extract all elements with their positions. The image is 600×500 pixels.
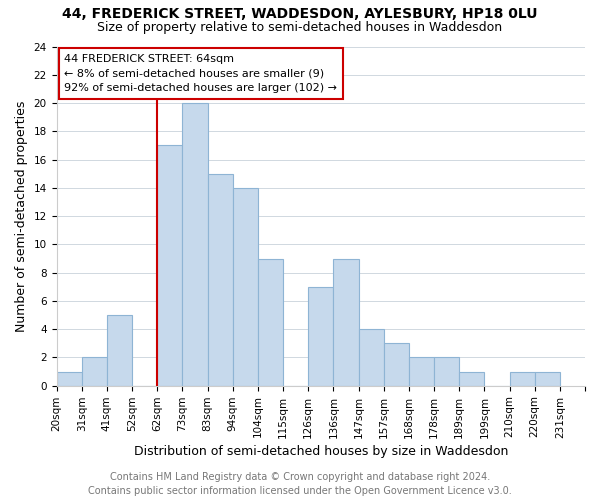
Bar [258,258,283,386]
Y-axis label: Number of semi-detached properties: Number of semi-detached properties [15,100,28,332]
Bar [308,287,334,386]
Bar [182,103,208,386]
X-axis label: Distribution of semi-detached houses by size in Waddesdon: Distribution of semi-detached houses by … [134,444,508,458]
Text: Size of property relative to semi-detached houses in Waddesdon: Size of property relative to semi-detach… [97,21,503,34]
Text: 44, FREDERICK STREET, WADDESDON, AYLESBURY, HP18 0LU: 44, FREDERICK STREET, WADDESDON, AYLESBU… [62,8,538,22]
Bar [409,358,434,386]
Bar [359,329,383,386]
Bar [233,188,258,386]
Text: 44 FREDERICK STREET: 64sqm
← 8% of semi-detached houses are smaller (9)
92% of s: 44 FREDERICK STREET: 64sqm ← 8% of semi-… [64,54,337,93]
Bar [56,372,82,386]
Bar [82,358,107,386]
Bar [334,258,359,386]
Bar [107,315,132,386]
Bar [383,344,409,386]
Bar [208,174,233,386]
Bar [459,372,484,386]
Bar [434,358,459,386]
Bar [157,146,182,386]
Bar [535,372,560,386]
Bar [509,372,535,386]
Text: Contains HM Land Registry data © Crown copyright and database right 2024.
Contai: Contains HM Land Registry data © Crown c… [88,472,512,496]
